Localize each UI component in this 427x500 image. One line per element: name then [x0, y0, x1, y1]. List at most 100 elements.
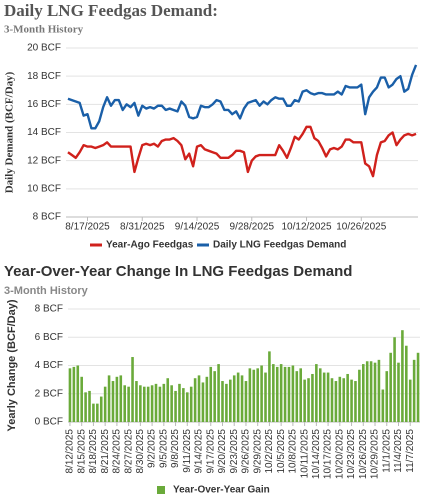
bar: [135, 381, 138, 422]
bar: [225, 383, 228, 422]
bar: [256, 368, 259, 422]
bar: [287, 366, 291, 422]
bar: [150, 385, 154, 422]
legend-swatch: [157, 486, 165, 494]
x-tick-label: 8/15/2025: [76, 429, 87, 474]
bar: [318, 368, 322, 422]
bar: [127, 386, 130, 422]
bar: [166, 378, 170, 422]
bar: [197, 375, 201, 422]
legend-label: Year-Ago Feedgas: [106, 240, 194, 251]
bar: [209, 366, 213, 422]
x-tick-label: 8/31/2025: [120, 222, 165, 233]
x-tick-label: 11/4/2025: [393, 429, 404, 473]
chart-title: Daily LNG Feedgas Demand:: [4, 1, 218, 20]
bar: [174, 390, 177, 422]
x-tick-label: 8/17/2025: [65, 222, 110, 233]
x-tick-label: 9/26/2025: [241, 429, 252, 474]
series-line: [67, 64, 418, 130]
x-tick-label: 8/24/2025: [112, 429, 123, 474]
bar: [303, 379, 306, 422]
bar: [162, 383, 166, 422]
y-tick-label: 14 BCF: [27, 127, 61, 138]
y-tick-label: 20 BCF: [27, 43, 61, 54]
y-tick-label: 0 BCF: [35, 417, 63, 428]
bar: [139, 385, 142, 422]
bar: [268, 351, 271, 422]
bar: [248, 368, 252, 422]
bar: [389, 352, 392, 422]
bar: [80, 376, 83, 422]
bar: [361, 364, 365, 422]
bar: [358, 369, 361, 422]
x-tick-label: 8/30/2025: [135, 429, 146, 474]
bar: [393, 337, 396, 422]
bar: [119, 375, 123, 422]
bar: [330, 378, 334, 422]
bar: [131, 357, 134, 422]
bar: [111, 381, 115, 422]
bar: [377, 359, 381, 422]
x-tick-label: 9/28/2025: [230, 222, 275, 233]
bar: [107, 375, 111, 422]
bar: [213, 371, 216, 422]
chart-subtitle: 3-Month History: [4, 24, 84, 36]
bar: [260, 365, 263, 422]
y-tick-label: 6 BCF: [35, 332, 63, 343]
bar: [264, 372, 267, 422]
bar: [342, 378, 346, 422]
x-tick-label: 10/11/2025: [299, 429, 310, 479]
bar: [229, 379, 232, 422]
bar: [385, 371, 389, 422]
x-tick-label: 8/21/2025: [100, 429, 111, 474]
x-tick-label: 11/1/2025: [381, 429, 392, 473]
bar: [365, 361, 369, 422]
x-tick-label: 10/23/2025: [346, 429, 357, 479]
bar: [408, 379, 412, 422]
y-tick-label: 4 BCF: [35, 360, 63, 371]
x-tick-label: 10/26/2025: [336, 222, 386, 233]
bar: [322, 372, 326, 422]
bar: [92, 403, 95, 422]
bar: [240, 375, 244, 422]
bar: [307, 378, 310, 422]
bar: [272, 364, 275, 422]
bar: [84, 392, 87, 422]
x-tick-label: 9/14/2025: [175, 222, 220, 233]
bar: [350, 379, 353, 422]
x-tick-label: 10/17/2025: [323, 429, 334, 479]
bar: [236, 372, 240, 422]
bar: [170, 385, 173, 422]
x-tick-label: 10/26/2025: [358, 429, 369, 479]
bar: [76, 365, 80, 422]
x-tick-label: 9/29/2025: [252, 429, 263, 474]
bar: [96, 403, 99, 422]
x-tick-label: 10/8/2025: [288, 429, 299, 474]
bar: [401, 330, 404, 422]
bar: [142, 386, 146, 422]
bar: [115, 376, 119, 422]
bar: [338, 376, 342, 422]
bar: [68, 368, 72, 422]
y-axis-title: Yearly Change (BCF/Day): [6, 299, 18, 431]
bar: [252, 369, 256, 422]
x-tick-label: 11/7/2025: [405, 429, 416, 473]
bar: [299, 368, 303, 422]
x-tick-label: 8/18/2025: [88, 429, 99, 474]
bar: [189, 386, 193, 422]
y-tick-label: 16 BCF: [27, 99, 61, 110]
bar: [279, 364, 283, 422]
x-tick-label: 10/14/2025: [311, 429, 322, 479]
bar: [178, 383, 181, 422]
x-tick-label: 9/23/2025: [229, 429, 240, 474]
bar: [99, 396, 103, 422]
x-tick-label: 9/20/2025: [217, 429, 228, 474]
y-tick-label: 12 BCF: [27, 155, 61, 166]
bar: [326, 372, 330, 422]
y-axis-title: Daily Demand (BCF/Day): [4, 71, 16, 193]
bar: [217, 364, 220, 422]
x-tick-label: 9/8/2025: [170, 429, 181, 468]
x-tick-label: 9/14/2025: [194, 429, 205, 474]
x-tick-label: 9/11/2025: [182, 429, 193, 473]
legend-label: Year-Over-Year Gain: [173, 485, 270, 496]
